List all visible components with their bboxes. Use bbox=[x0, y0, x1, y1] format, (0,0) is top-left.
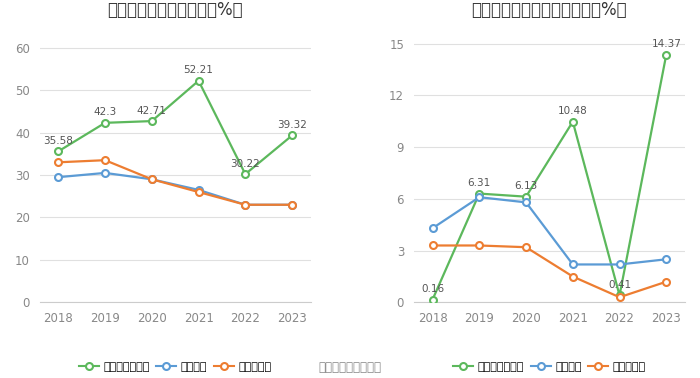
Text: 0.16: 0.16 bbox=[421, 284, 444, 294]
Title: 近年来资产负债率情况（%）: 近年来资产负债率情况（%） bbox=[107, 2, 243, 19]
Text: 14.37: 14.37 bbox=[652, 39, 681, 49]
Text: 30.22: 30.22 bbox=[230, 158, 260, 169]
Text: 39.32: 39.32 bbox=[277, 120, 307, 130]
Legend: 公司资产负债率, 行业均值, 行业中位数: 公司资产负债率, 行业均值, 行业中位数 bbox=[74, 358, 276, 376]
Text: 数据来源：恒生聚源: 数据来源：恒生聚源 bbox=[318, 361, 382, 374]
Text: 6.13: 6.13 bbox=[514, 181, 538, 191]
Text: 42.3: 42.3 bbox=[93, 107, 117, 117]
Text: 10.48: 10.48 bbox=[558, 106, 588, 116]
Text: 6.31: 6.31 bbox=[468, 178, 491, 188]
Text: 35.58: 35.58 bbox=[43, 136, 74, 146]
Title: 近年来有息资产负债率情况（%）: 近年来有息资产负债率情况（%） bbox=[472, 2, 627, 19]
Text: 42.71: 42.71 bbox=[137, 105, 167, 116]
Text: 0.41: 0.41 bbox=[608, 280, 631, 290]
Legend: 有息资产负债率, 行业均值, 行业中位数: 有息资产负债率, 行业均值, 行业中位数 bbox=[449, 358, 650, 376]
Text: 52.21: 52.21 bbox=[183, 65, 214, 75]
